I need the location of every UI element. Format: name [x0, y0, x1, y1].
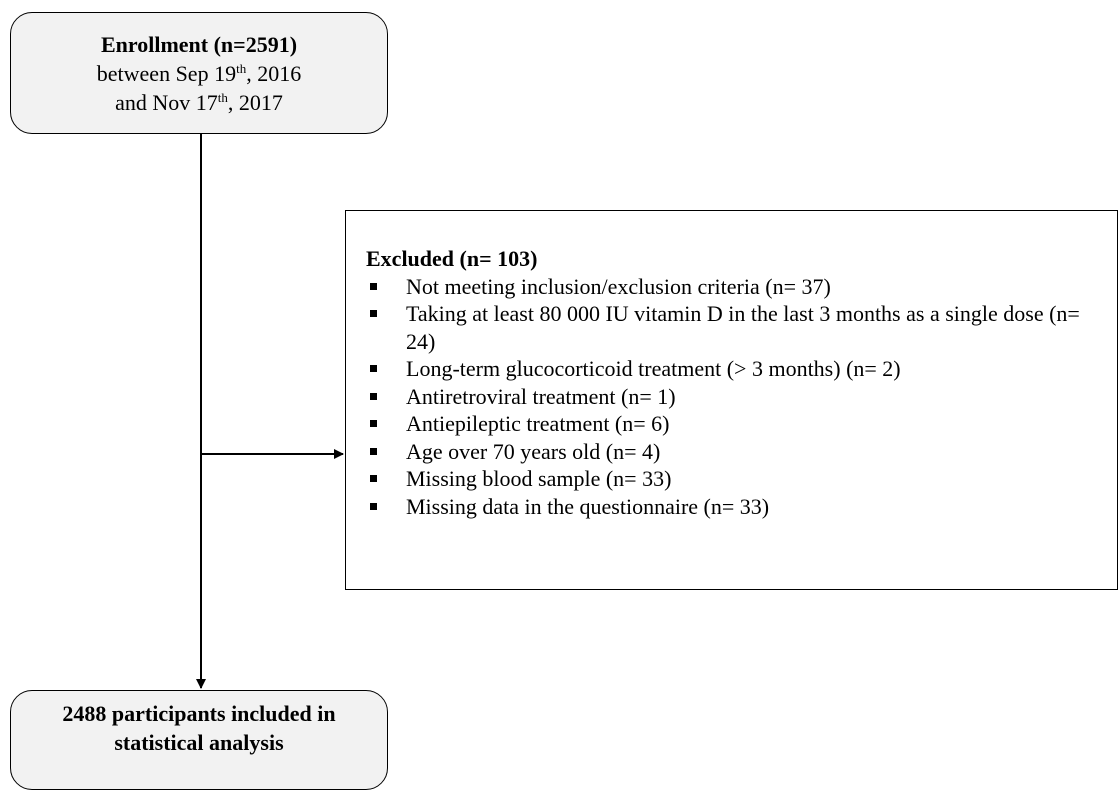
enrollment-dates: between Sep 19th, 2016 — [11, 59, 387, 88]
date-text: between Sep 19 — [96, 60, 237, 86]
date-sup: th — [217, 89, 228, 105]
included-title: 2488 participants included in statistica… — [62, 701, 336, 755]
excluded-item: Antiepileptic treatment (n= 6) — [366, 410, 1117, 438]
enrollment-dates: and Nov 17th, 2017 — [11, 88, 387, 117]
excluded-item: Missing data in the questionnaire (n= 33… — [366, 493, 1117, 521]
date-text: and Nov 17 — [115, 89, 218, 115]
date-sup: th — [236, 60, 247, 76]
excluded-item: Taking at least 80 000 IU vitamin D in t… — [366, 300, 1117, 355]
excluded-box: Excluded (n= 103) Not meeting inclusion/… — [345, 210, 1118, 590]
excluded-item: Not meeting inclusion/exclusion criteria… — [366, 273, 1117, 301]
excluded-item: Long-term glucocorticoid treatment (> 3 … — [366, 355, 1117, 383]
enrollment-title: Enrollment (n=2591) — [100, 31, 298, 57]
excluded-item: Missing blood sample (n= 33) — [366, 465, 1117, 493]
included-box: 2488 participants included in statistica… — [10, 690, 388, 790]
date-text: , 2017 — [227, 89, 283, 115]
excluded-item: Antiretroviral treatment (n= 1) — [366, 383, 1117, 411]
excluded-list: Not meeting inclusion/exclusion criteria… — [366, 273, 1117, 521]
excluded-item: Age over 70 years old (n= 4) — [366, 438, 1117, 466]
date-text: , 2016 — [246, 60, 302, 86]
enrollment-box: Enrollment (n=2591) between Sep 19th, 20… — [10, 12, 388, 134]
excluded-title: Excluded (n= 103) — [366, 246, 538, 271]
